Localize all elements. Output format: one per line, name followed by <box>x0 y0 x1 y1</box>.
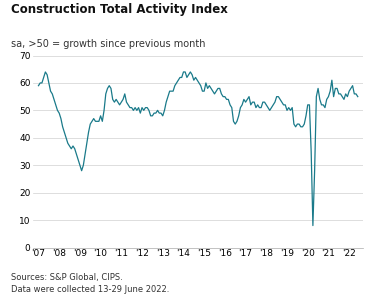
Text: sa, >50 = growth since previous month: sa, >50 = growth since previous month <box>11 39 206 49</box>
Text: Sources: S&P Global, CIPS.
Data were collected 13-29 June 2022.: Sources: S&P Global, CIPS. Data were col… <box>11 273 169 294</box>
Text: Construction Total Activity Index: Construction Total Activity Index <box>11 3 228 16</box>
